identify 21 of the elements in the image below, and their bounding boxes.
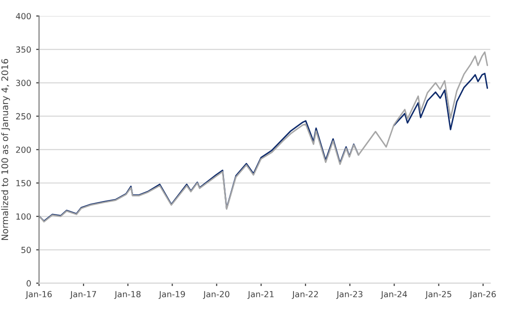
y-tick-label: 50 (21, 246, 31, 254)
x-tick-label: Jan-21 (247, 290, 274, 299)
y-tick-label: 400 (16, 12, 31, 20)
x-tick-label: Jan-16 (25, 290, 52, 299)
x-tick-label: Jan-24 (380, 290, 407, 299)
x-tick-label: Jan-25 (425, 290, 452, 299)
x-tick-label: Jan-26 (469, 290, 496, 299)
y-tick-label: 100 (16, 213, 31, 220)
x-tick-label: Jan-23 (336, 290, 362, 299)
x-tick-label: Jan-19 (158, 290, 185, 299)
y-tick-label: 250 (16, 113, 31, 120)
y-tick-label: 150 (16, 180, 31, 186)
y-tick-label: 300 (16, 80, 31, 86)
y-tick-label: 350 (16, 46, 31, 53)
y-axis-title: Normalized to 100 as of January 4, 2016 (1, 59, 10, 240)
x-tick-label: Jan-20 (202, 290, 230, 299)
y-tick-label: 0 (26, 280, 31, 286)
x-tick-label: Jan-18 (114, 290, 141, 299)
x-tick-label: Jan-17 (70, 291, 96, 299)
x-tick-label: Jan-22 (292, 290, 318, 299)
y-tick-label: 200 (16, 146, 31, 153)
